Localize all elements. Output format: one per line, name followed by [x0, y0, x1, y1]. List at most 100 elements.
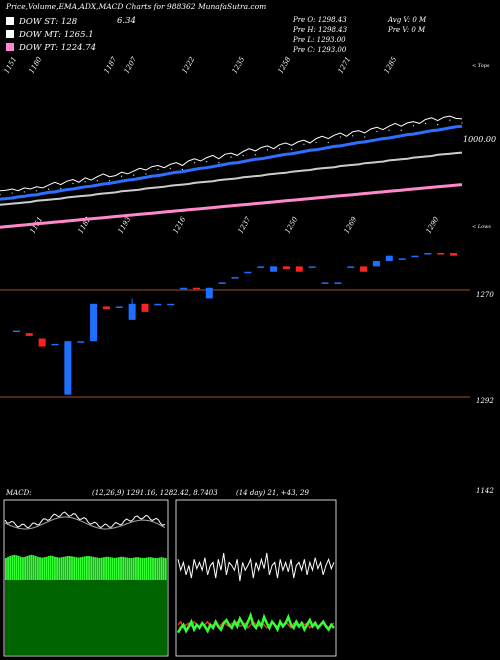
price-candle: [398, 258, 406, 260]
price-candle: [450, 253, 458, 256]
macd-bar: [26, 556, 29, 580]
macd-bar: [113, 558, 116, 580]
macd-bar: [154, 558, 157, 580]
ema-point: [230, 156, 232, 158]
ema-point: [35, 190, 38, 192]
price-candle: [154, 303, 162, 306]
price-candle: [360, 266, 368, 272]
macd-bar: [32, 555, 35, 580]
price-candle: [385, 255, 393, 262]
price-candle: [270, 266, 278, 272]
ema-point: [84, 181, 86, 183]
macd-bar: [135, 557, 137, 580]
ema-point: [412, 125, 414, 127]
macd-bar: [62, 556, 65, 580]
ema-point: [327, 141, 329, 144]
macd-bar: [130, 558, 133, 580]
ema-point: [376, 130, 378, 132]
ema-panel: [0, 115, 463, 229]
macd-panel: [4, 511, 167, 580]
ema-point: [181, 168, 183, 171]
ema-point: [339, 136, 342, 138]
price-bottom-label: 1142: [476, 487, 494, 495]
macd-bar: [79, 557, 82, 580]
ema-point: [120, 175, 123, 177]
ema-level-label: 1000.00: [463, 135, 497, 144]
macd-bar: [28, 555, 31, 580]
macd-bar: [96, 557, 99, 580]
macd-bar: [45, 556, 48, 580]
ema-point: [108, 180, 111, 182]
ema-point: [157, 168, 159, 171]
ema-point: [461, 122, 463, 124]
macd-bar: [60, 557, 63, 580]
macd-bar: [17, 556, 20, 580]
macd-bar: [111, 557, 114, 580]
ema-point: [11, 192, 13, 194]
macd-bar: [98, 558, 101, 580]
price-candle: [90, 303, 98, 342]
price-candle: [244, 271, 252, 274]
macd-bar: [152, 557, 154, 580]
ema-point: [449, 119, 451, 121]
macd-signal-line: [4, 516, 166, 530]
macd-bar: [68, 556, 71, 580]
ema-point: [145, 173, 147, 175]
price-candle: [372, 261, 380, 267]
price-candle: [12, 330, 20, 333]
adx-panel-frame: [175, 499, 337, 657]
price-candle: [218, 282, 226, 284]
macd-bar: [109, 557, 112, 580]
price-candle: [347, 266, 355, 268]
price-candle: [115, 306, 123, 308]
macd-bar: [36, 556, 39, 580]
macd-bar: [145, 557, 148, 580]
ema-point: [96, 180, 98, 182]
ema-point: [218, 162, 220, 164]
macd-bar: [158, 557, 161, 580]
macd-line: [4, 511, 166, 529]
price-panel: [12, 253, 458, 395]
macd-bar: [9, 556, 12, 580]
ema-point: [206, 161, 208, 163]
price-candle: [38, 338, 46, 347]
price-candle: [180, 287, 188, 290]
ohlc-high: Pre H: 1298.43: [293, 26, 348, 34]
price-candle: [437, 253, 445, 255]
macd-bar: [39, 557, 41, 580]
macd-bar: [56, 557, 58, 580]
macd-bar: [107, 556, 110, 580]
ema-point: [72, 182, 74, 185]
adx-series-line: [176, 611, 335, 634]
macd-bar: [75, 557, 78, 580]
price-candle: [77, 341, 85, 343]
ohlc-close: Pre C: 1293.00: [293, 46, 347, 54]
macd-bar: [22, 557, 24, 580]
price-candle: [167, 303, 175, 306]
legend-swatch-pt: [6, 43, 14, 51]
ema-point: [23, 191, 25, 193]
price-candle: [257, 266, 265, 268]
ema-series-line: [0, 124, 463, 201]
macd-bar: [88, 556, 90, 580]
ema-point: [60, 187, 62, 190]
macd-bar: [162, 557, 165, 580]
macd-bar: [86, 556, 88, 580]
macd-bar: [19, 556, 22, 580]
ema-point: [303, 143, 305, 145]
macd-bar: [92, 556, 95, 580]
macd-bar: [103, 557, 105, 580]
ema-point: [242, 154, 244, 157]
macd-bar: [164, 558, 167, 580]
macd-bar: [24, 556, 27, 580]
ema-point: [133, 174, 135, 176]
ema-point: [266, 149, 269, 151]
macd-values: (12,26,9) 1291.16, 1282.42, 8.7403: [92, 489, 218, 497]
price-candle: [334, 282, 342, 284]
macd-bar: [94, 557, 97, 580]
ema-point: [0, 194, 1, 196]
macd-bar: [117, 557, 120, 580]
price-candle: [424, 253, 432, 255]
ema-point: [437, 124, 439, 126]
